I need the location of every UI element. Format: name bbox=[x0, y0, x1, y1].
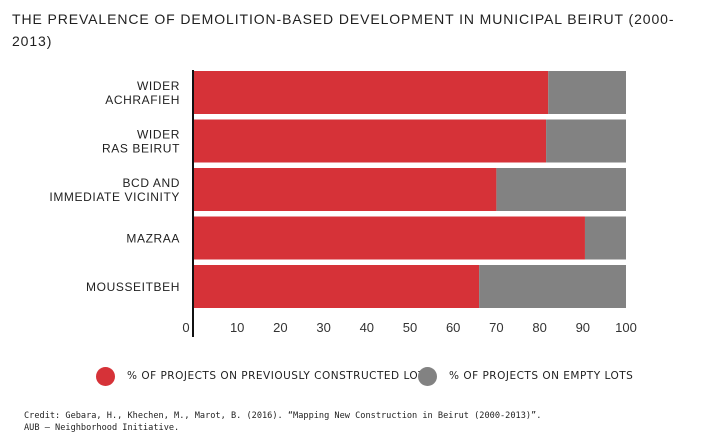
x-axis-ticks: 0 10 20 30 40 50 60 70 80 90 100 bbox=[182, 320, 636, 335]
bars-layer bbox=[194, 71, 626, 308]
category-label-1-line-1: RAS BEIRUT bbox=[102, 142, 180, 156]
category-label-0-line-1: ACHRAFIEH bbox=[105, 93, 180, 107]
legend-label-constructed: % OF PROJECTS ON PREVIOUSLY CONSTRUCTED … bbox=[127, 370, 433, 382]
legend-item-constructed: % OF PROJECTS ON PREVIOUSLY CONSTRUCTED … bbox=[96, 364, 432, 388]
bar-constructed-4 bbox=[194, 265, 480, 308]
x-tick-60: 60 bbox=[446, 320, 460, 335]
category-label-4-line-0: MOUSSEITBEH bbox=[86, 280, 180, 294]
x-tick-90: 90 bbox=[576, 320, 590, 335]
category-label-1-line-0: WIDER bbox=[137, 128, 180, 142]
x-tick-30: 30 bbox=[316, 320, 330, 335]
bar-empty-3 bbox=[584, 216, 626, 260]
x-tick-100: 100 bbox=[615, 320, 637, 335]
bar-empty-4 bbox=[479, 265, 626, 308]
bar-constructed-0 bbox=[194, 71, 549, 114]
legend-label-empty: % OF PROJECTS ON EMPTY LOTS bbox=[449, 370, 634, 382]
category-label-3-line-0: MAZRAA bbox=[126, 232, 180, 246]
chart-title: THE PREVALENCE OF DEMOLITION-BASED DEVEL… bbox=[12, 11, 675, 49]
category-label-0-line-0: WIDER bbox=[137, 79, 180, 93]
legend-swatch-empty bbox=[418, 366, 437, 386]
bar-empty-0 bbox=[548, 71, 626, 114]
category-label-2-line-0: BCD AND bbox=[122, 176, 180, 190]
x-tick-80: 80 bbox=[532, 320, 546, 335]
credit-note: Credit: Gebara, H., Khechen, M., Marot, … bbox=[24, 410, 704, 434]
x-tick-40: 40 bbox=[360, 320, 374, 335]
x-tick-70: 70 bbox=[489, 320, 503, 335]
x-tick-50: 50 bbox=[403, 320, 417, 335]
x-tick-20: 20 bbox=[273, 320, 287, 335]
category-label-2-line-1: IMMEDIATE VICINITY bbox=[49, 190, 180, 204]
bar-empty-1 bbox=[546, 119, 626, 163]
x-tick-10: 10 bbox=[230, 320, 244, 335]
bar-empty-2 bbox=[496, 168, 626, 211]
bar-constructed-3 bbox=[194, 216, 585, 260]
legend: % OF PROJECTS ON PREVIOUSLY CONSTRUCTED … bbox=[96, 364, 696, 388]
credit-line-2: AUB – Neighborhood Initiative. bbox=[24, 423, 180, 433]
bar-constructed-2 bbox=[194, 168, 497, 211]
legend-swatch-constructed bbox=[96, 366, 115, 386]
legend-item-empty: % OF PROJECTS ON EMPTY LOTS bbox=[418, 364, 633, 388]
x-tick-0: 0 bbox=[182, 320, 189, 335]
credit-line-1: Credit: Gebara, H., Khechen, M., Marot, … bbox=[24, 411, 542, 421]
bar-constructed-1 bbox=[194, 119, 547, 163]
